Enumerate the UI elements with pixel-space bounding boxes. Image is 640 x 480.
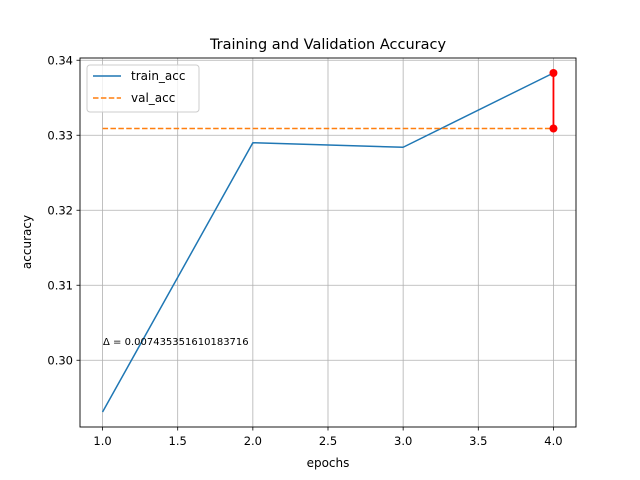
grid-lines — [80, 58, 576, 427]
x-tick-label: 1.0 — [93, 434, 111, 448]
x-tick-label: 2.5 — [319, 434, 337, 448]
legend-val-label: val_acc — [131, 91, 175, 105]
val-final-point — [549, 124, 558, 133]
x-tick-label: 3.5 — [469, 434, 487, 448]
gap-markers — [549, 69, 558, 133]
x-tick-label: 1.5 — [169, 434, 187, 448]
y-tick-label: 0.32 — [47, 203, 73, 217]
chart-title: Training and Validation Accuracy — [209, 37, 447, 53]
legend-train-label: train_acc — [131, 69, 185, 83]
axis-ticks: 1.0 1.5 2.0 2.5 3.0 3.5 4.0 0.30 0.31 0.32 0.33 0.3… — [47, 53, 562, 448]
y-tick-label: 0.34 — [47, 53, 73, 67]
x-tick-label: 3.0 — [394, 434, 412, 448]
x-tick-label: 4.0 — [544, 434, 562, 448]
y-axis-label: accuracy — [20, 215, 34, 269]
x-axis-label: epochs — [307, 456, 350, 470]
data-series — [101, 72, 554, 413]
x-tick-label: 2.0 — [244, 434, 262, 448]
y-tick-label: 0.30 — [47, 353, 73, 367]
legend: train_acc val_acc — [86, 64, 200, 113]
y-tick-label: 0.33 — [47, 128, 73, 142]
train-final-point — [549, 69, 558, 77]
y-tick-label: 0.31 — [47, 278, 73, 292]
delta-annotation: Δ = 0.007435351610183716 — [103, 337, 249, 348]
series-line-train-acc — [101, 72, 554, 413]
